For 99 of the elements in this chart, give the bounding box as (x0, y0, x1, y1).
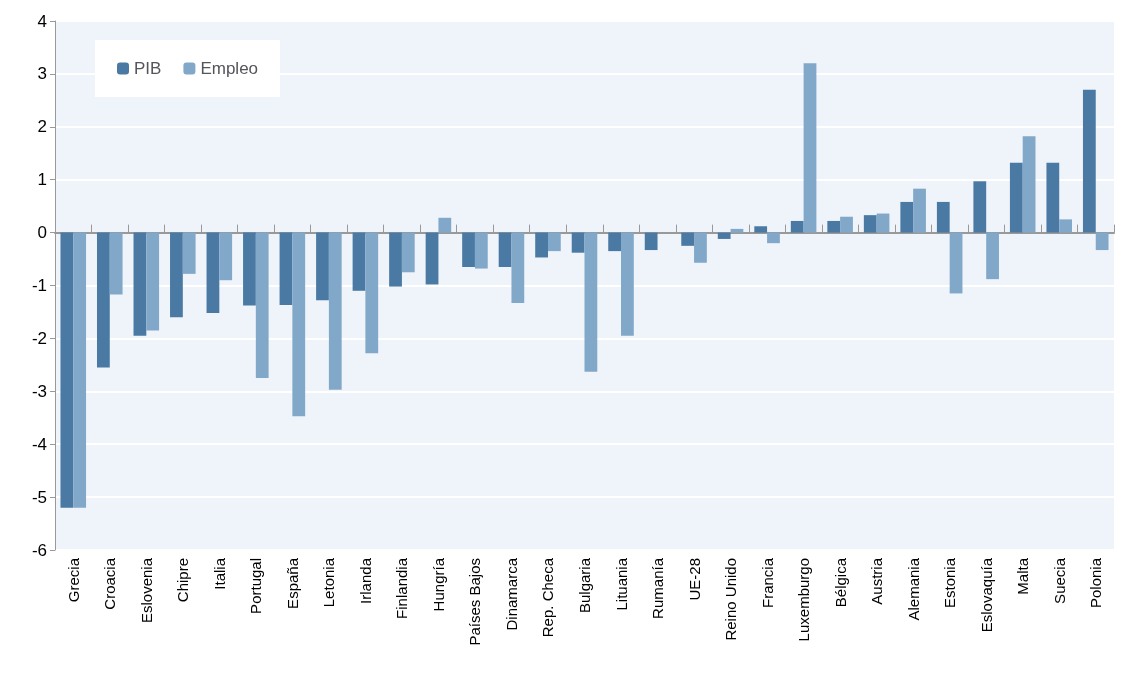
bar (754, 226, 768, 233)
bar (474, 232, 488, 269)
bar (109, 232, 123, 295)
x-tick-label: Eslovaquía (977, 557, 995, 633)
bar (401, 232, 415, 273)
y-tick-label: -3 (31, 381, 47, 401)
y-tick-label: -5 (31, 487, 47, 507)
bar (730, 228, 744, 233)
bar (219, 232, 233, 281)
legend-label: PIB (134, 59, 162, 78)
bar (876, 213, 890, 233)
x-tick-label: Bélgica (831, 557, 849, 608)
x-tick-label: Croacia (101, 557, 119, 610)
bar (840, 216, 853, 233)
x-tick-label: Finlandia (393, 557, 411, 619)
y-tick-label: -2 (31, 328, 47, 348)
bar (316, 232, 329, 301)
y-tick-label: -6 (31, 540, 47, 560)
bar (182, 232, 196, 274)
x-tick-label: Rep. Checa (539, 557, 557, 638)
x-tick-label: Luxemburgo (795, 558, 813, 642)
bar (170, 232, 183, 318)
bar (462, 232, 475, 267)
y-tick-label: 0 (37, 223, 47, 243)
x-tick-label: Portugal (247, 558, 265, 614)
bar (790, 220, 804, 233)
x-tick-label: Rumanía (649, 557, 667, 619)
bar (571, 232, 585, 253)
bar (681, 232, 695, 246)
bar (535, 232, 548, 258)
x-tick-label: Suecia (1050, 557, 1068, 604)
bar (547, 232, 561, 252)
bar (1046, 162, 1060, 233)
x-tick-label: Letonia (320, 557, 338, 608)
bar (694, 232, 707, 263)
bar (644, 232, 658, 251)
x-tick-label: Lituania (612, 557, 630, 611)
x-tick-label: España (283, 557, 301, 609)
legend-label: Empleo (200, 59, 259, 78)
bar (60, 232, 74, 508)
y-tick-label: -1 (31, 276, 47, 295)
bar (986, 232, 999, 280)
x-tick-label: Alemania (904, 557, 922, 621)
x-tick-label: Chipre (174, 558, 192, 603)
x-tick-label: Francia (758, 557, 776, 609)
bar (621, 232, 634, 336)
bar (425, 232, 439, 285)
bar (827, 220, 841, 233)
bar (73, 232, 87, 508)
x-tick-label: Hungría (429, 557, 447, 612)
bar (900, 201, 914, 233)
bar (146, 232, 160, 331)
x-tick-label: Estonia (941, 557, 959, 609)
bar (608, 232, 622, 252)
bar (803, 63, 817, 233)
bar (1059, 219, 1073, 233)
bar (292, 232, 306, 417)
bar (717, 232, 731, 239)
bar (133, 232, 147, 336)
bar (1022, 136, 1036, 233)
bar (1082, 89, 1096, 233)
bar (328, 232, 342, 390)
bar (863, 215, 877, 233)
bar (352, 232, 366, 291)
x-tick-label: Malta (1014, 557, 1032, 595)
x-tick-label: UE-28 (685, 558, 703, 601)
bar (936, 201, 950, 233)
bar (973, 181, 987, 233)
bar (913, 188, 926, 233)
y-tick-label: 3 (37, 64, 47, 84)
y-tick-label: -4 (31, 434, 47, 454)
bar (949, 232, 963, 294)
bar (243, 232, 256, 306)
x-tick-label: Austria (868, 557, 886, 605)
bar (279, 232, 293, 306)
x-tick-label: Reino Unido (722, 558, 740, 641)
bar (255, 232, 269, 379)
y-tick-label: 1 (37, 170, 47, 190)
bar (389, 232, 402, 287)
bar (767, 232, 780, 244)
bar (206, 232, 220, 314)
x-tick-label: Grecia (64, 557, 82, 603)
y-tick-label: 2 (37, 117, 47, 137)
x-tick-label: Polonia (1087, 557, 1105, 609)
x-tick-label: Países Bajos (466, 558, 484, 646)
x-tick-label: Irlanda (356, 557, 374, 604)
bar (96, 232, 110, 368)
x-tick-label: Italia (210, 557, 228, 590)
y-tick-label: 4 (37, 11, 47, 31)
bar (511, 232, 525, 303)
bar (1095, 232, 1109, 251)
bar (584, 232, 598, 372)
x-tick-label: Dinamarca (502, 557, 520, 631)
x-tick-label: Bulgaria (576, 557, 593, 614)
bar (438, 217, 452, 233)
bar (365, 232, 379, 354)
bar (498, 232, 512, 267)
bar (1009, 162, 1023, 233)
x-tick-label: Eslovenia (137, 557, 155, 624)
